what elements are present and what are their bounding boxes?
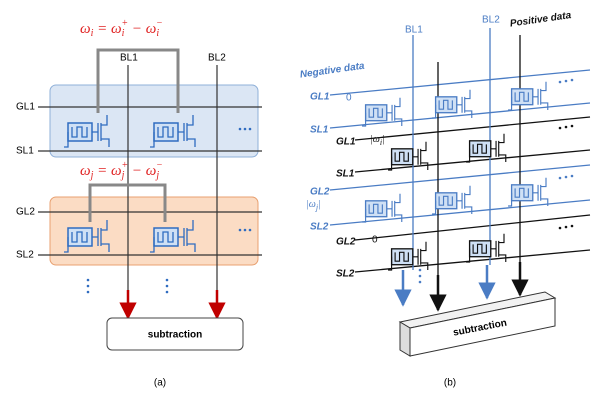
wires: [330, 28, 590, 275]
row-label: GL2: [16, 207, 35, 218]
panel-a: ωi = ωi+ − ωi− ωj = ωj+ − ωj− BL1 BL2 GL…: [16, 18, 262, 388]
row-label: GL1: [336, 137, 356, 148]
formula: ωj = ωj+ − ωj−: [80, 160, 163, 181]
bitline-label: BL1: [120, 53, 138, 64]
formula: ωi = ωi+ − ωi−: [80, 18, 163, 39]
weight-label: 0: [346, 93, 352, 104]
data-label: Positive data: [509, 10, 572, 30]
output-box: [400, 322, 410, 356]
figure: ωi = ωi+ − ωi− ωj = ωj+ − ωj− BL1 BL2 GL…: [0, 0, 599, 400]
row-label: SL2: [16, 250, 34, 261]
weight-label: 0: [372, 235, 378, 246]
weight-label: |ωi|: [370, 134, 385, 147]
row-label: SL1: [16, 146, 34, 157]
data-label: Negative data: [299, 61, 365, 81]
row-label: SL1: [336, 169, 355, 180]
row-label: GL1: [310, 92, 330, 103]
row-label: GL1: [16, 102, 35, 113]
bitline-label: BL2: [482, 15, 500, 26]
bitline-label: BL2: [208, 53, 226, 64]
page: {"panel_a":{"formula_i":["ω","i"," = ","…: [0, 0, 599, 400]
weight-label: |ωj|: [306, 199, 321, 212]
panel-b: subtraction BL1 BL2 Positive data Negati…: [299, 10, 590, 389]
caption: (a): [154, 378, 166, 389]
row-label: SL2: [310, 222, 329, 233]
row-label: SL1: [310, 125, 329, 136]
row-label: GL2: [310, 187, 330, 198]
row-label: SL2: [336, 269, 355, 280]
output-label: subtraction: [148, 330, 202, 341]
row-label: GL2: [336, 237, 356, 248]
caption: (b): [444, 378, 456, 389]
bitline-label: BL1: [405, 25, 423, 36]
